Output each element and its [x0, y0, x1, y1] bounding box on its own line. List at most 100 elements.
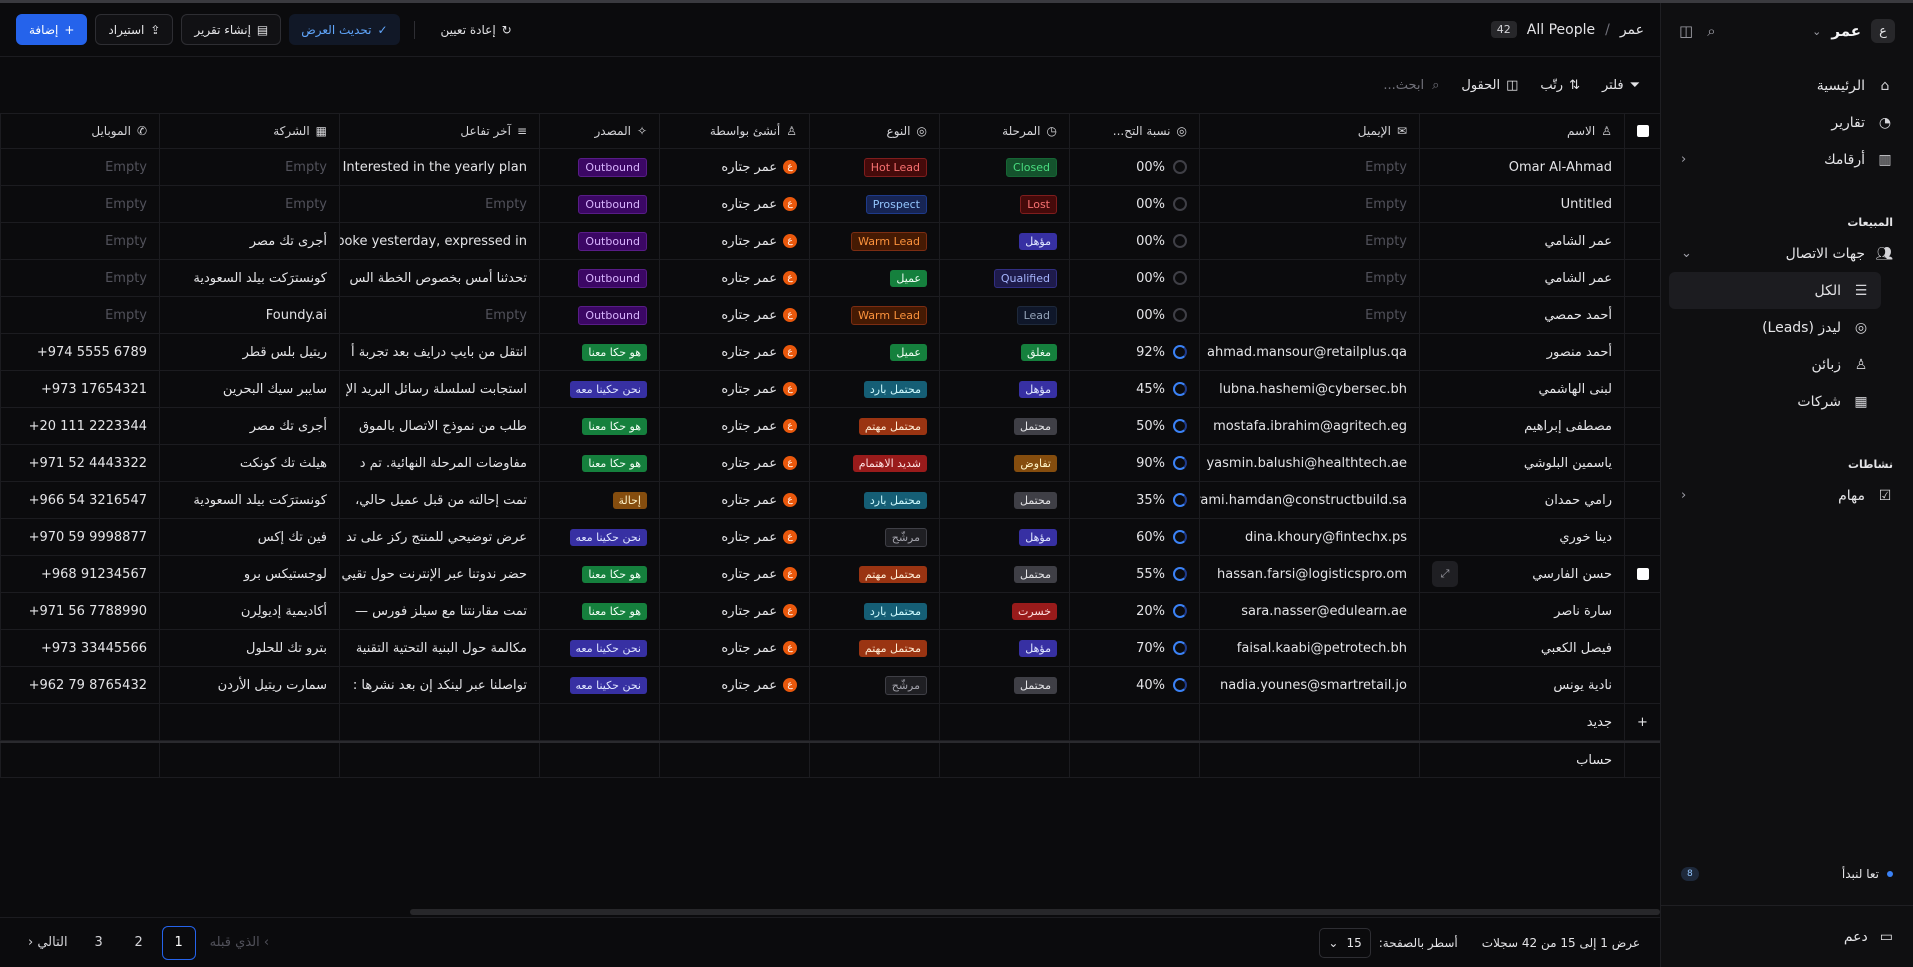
- column-header-pct[interactable]: ◎ نسبة التح...: [1069, 114, 1199, 148]
- created-by-cell[interactable]: ع عمر جتاره: [659, 223, 809, 259]
- sidebar-toggle-icon[interactable]: ◫: [1679, 22, 1694, 40]
- stage-cell[interactable]: مؤهل: [939, 519, 1069, 555]
- company-cell[interactable]: كونسترَكت بيلد السعودية: [159, 260, 339, 296]
- created-by-cell[interactable]: ع عمر جتاره: [659, 186, 809, 222]
- mobile-cell[interactable]: Empty: [0, 186, 159, 222]
- created-by-cell[interactable]: ع عمر جتاره: [659, 297, 809, 333]
- pct-cell[interactable]: 60%: [1069, 519, 1199, 555]
- pct-cell[interactable]: 20%: [1069, 593, 1199, 629]
- create-report-button[interactable]: ▤ إنشاء تقرير: [181, 14, 282, 45]
- column-header-name[interactable]: ♙ الاسم: [1419, 114, 1624, 148]
- type-cell[interactable]: محتمل مهتم: [809, 556, 939, 592]
- company-cell[interactable]: بترو تك للحلول: [159, 630, 339, 666]
- email-cell[interactable]: faisal.kaabi@petrotech.bh: [1199, 630, 1419, 666]
- sidebar-item-numbers[interactable]: ▥ أرقامك ‹: [1669, 141, 1905, 178]
- source-cell[interactable]: نحن حكينا معه: [539, 371, 659, 407]
- plus-icon[interactable]: +: [1624, 704, 1660, 740]
- created-by-cell[interactable]: ع عمر جتاره: [659, 149, 809, 185]
- source-cell[interactable]: نحن حكينا معه: [539, 667, 659, 703]
- sidebar-item-tasks[interactable]: ☑ مهام ‹: [1669, 477, 1905, 514]
- stage-cell[interactable]: مؤهل: [939, 371, 1069, 407]
- chevron-left-icon[interactable]: ‹: [1681, 488, 1687, 503]
- pct-cell[interactable]: 00%: [1069, 223, 1199, 259]
- created-by-cell[interactable]: ع عمر جتاره: [659, 519, 809, 555]
- email-cell[interactable]: Empty: [1199, 297, 1419, 333]
- name-cell[interactable]: نادية يونس: [1419, 667, 1624, 703]
- table-row[interactable]: ياسمين البلوشي yasmin.balushi@healthtech.…: [0, 445, 1660, 482]
- email-cell[interactable]: Empty: [1199, 186, 1419, 222]
- column-header-created-by[interactable]: ♙ أنشئ بواسطة: [659, 114, 809, 148]
- source-cell[interactable]: هو حكا معنا: [539, 593, 659, 629]
- company-cell[interactable]: فين تك إكس: [159, 519, 339, 555]
- column-header-mobile[interactable]: ✆ الموبايل: [0, 114, 159, 148]
- sidebar-item-all[interactable]: ☰ الكل: [1669, 272, 1881, 309]
- name-cell[interactable]: عمر الشامي: [1419, 223, 1624, 259]
- source-cell[interactable]: هو حكا معنا: [539, 445, 659, 481]
- source-cell[interactable]: هو حكا معنا: [539, 556, 659, 592]
- source-cell[interactable]: نحن حكينا معه: [539, 519, 659, 555]
- table-row[interactable]: أحمد حمصي Empty 00% Lead Warm Lead ع عمر جتاره…: [0, 297, 1660, 334]
- last-interaction-cell[interactable]: عرض توضيحي للمنتج ركز على تد: [339, 519, 539, 555]
- table-row[interactable]: دينا خوري dina.khoury@fintechx.ps 60% مؤهل م…: [0, 519, 1660, 556]
- source-cell[interactable]: Outbound: [539, 223, 659, 259]
- sidebar-item-home[interactable]: ⌂ الرئيسية: [1669, 67, 1905, 104]
- name-cell[interactable]: أحمد منصور: [1419, 334, 1624, 370]
- email-cell[interactable]: mostafa.ibrahim@agritech.eg: [1199, 408, 1419, 444]
- mobile-cell[interactable]: +974 5555 6789: [0, 334, 159, 370]
- name-cell[interactable]: لبنى الهاشمي: [1419, 371, 1624, 407]
- last-interaction-cell[interactable]: Spoke yesterday, expressed in: [339, 223, 539, 259]
- name-cell[interactable]: حسن الفارسي ⤢: [1419, 556, 1624, 592]
- mobile-cell[interactable]: +971 56 7788990: [0, 593, 159, 629]
- type-cell[interactable]: عميل: [809, 260, 939, 296]
- created-by-cell[interactable]: ع عمر جتاره: [659, 482, 809, 518]
- support-item[interactable]: ▭ دعم: [1661, 905, 1913, 967]
- source-cell[interactable]: هو حكا معنا: [539, 334, 659, 370]
- last-interaction-cell[interactable]: مكالمة حول البنية التحتية التقنية: [339, 630, 539, 666]
- pct-cell[interactable]: 35%: [1069, 482, 1199, 518]
- created-by-cell[interactable]: ع عمر جتاره: [659, 593, 809, 629]
- pct-cell[interactable]: 00%: [1069, 149, 1199, 185]
- stage-cell[interactable]: Lead: [939, 297, 1069, 333]
- table-row[interactable]: فيصل الكعبي faisal.kaabi@petrotech.bh 70% م…: [0, 630, 1660, 667]
- email-cell[interactable]: rami.hamdan@constructbuild.sa: [1199, 482, 1419, 518]
- fields-button[interactable]: ◫ الحقول: [1461, 78, 1518, 93]
- rows-per-page-select[interactable]: 15 ⌄: [1319, 927, 1371, 958]
- type-cell[interactable]: شديد الاهتمام: [809, 445, 939, 481]
- page-1-button[interactable]: 1: [161, 925, 196, 960]
- table-row[interactable]: مصطفى إبراهيم mostafa.ibrahim@agritech.eg…: [0, 408, 1660, 445]
- source-cell[interactable]: Outbound: [539, 260, 659, 296]
- column-header-email[interactable]: ✉ الإيميل: [1199, 114, 1419, 148]
- column-header-company[interactable]: ▦ الشركة: [159, 114, 339, 148]
- email-cell[interactable]: hassan.farsi@logisticspro.om: [1199, 556, 1419, 592]
- last-interaction-cell[interactable]: Empty: [339, 297, 539, 333]
- source-cell[interactable]: Outbound: [539, 297, 659, 333]
- page-2-button[interactable]: 2: [134, 935, 143, 950]
- source-cell[interactable]: نحن حكينا معه: [539, 630, 659, 666]
- type-cell[interactable]: محتمل مهتم: [809, 630, 939, 666]
- mobile-cell[interactable]: +971 52 4443322: [0, 445, 159, 481]
- email-cell[interactable]: yasmin.balushi@healthtech.ae: [1199, 445, 1419, 481]
- mobile-cell[interactable]: +966 54 3216547: [0, 482, 159, 518]
- row-checkbox[interactable]: [1636, 568, 1649, 580]
- source-cell[interactable]: Outbound: [539, 149, 659, 185]
- chevron-down-icon[interactable]: ⌄: [1812, 24, 1822, 38]
- mobile-cell[interactable]: +968 91234567: [0, 556, 159, 592]
- email-cell[interactable]: nadia.younes@smartretail.jo: [1199, 667, 1419, 703]
- stage-cell[interactable]: تفاوض: [939, 445, 1069, 481]
- email-cell[interactable]: ahmad.mansour@retailplus.qa: [1199, 334, 1419, 370]
- mobile-cell[interactable]: Empty: [0, 260, 159, 296]
- select-all-checkbox[interactable]: [1636, 125, 1649, 137]
- company-cell[interactable]: هيلث تك كونكت: [159, 445, 339, 481]
- created-by-cell[interactable]: ع عمر جتاره: [659, 667, 809, 703]
- company-cell[interactable]: لوجستيكس برو: [159, 556, 339, 592]
- lets-start-item[interactable]: تعا لنبدأ 8: [1661, 861, 1913, 887]
- email-cell[interactable]: Empty: [1199, 223, 1419, 259]
- last-interaction-cell[interactable]: Empty: [339, 186, 539, 222]
- column-header-stage[interactable]: ◷ المرحلة: [939, 114, 1069, 148]
- pct-cell[interactable]: 45%: [1069, 371, 1199, 407]
- pct-cell[interactable]: 00%: [1069, 297, 1199, 333]
- workspace-avatar[interactable]: ع: [1871, 19, 1895, 43]
- created-by-cell[interactable]: ع عمر جتاره: [659, 630, 809, 666]
- created-by-cell[interactable]: ع عمر جتاره: [659, 334, 809, 370]
- sidebar-item-leads[interactable]: ◎ ليدز (Leads): [1669, 309, 1881, 346]
